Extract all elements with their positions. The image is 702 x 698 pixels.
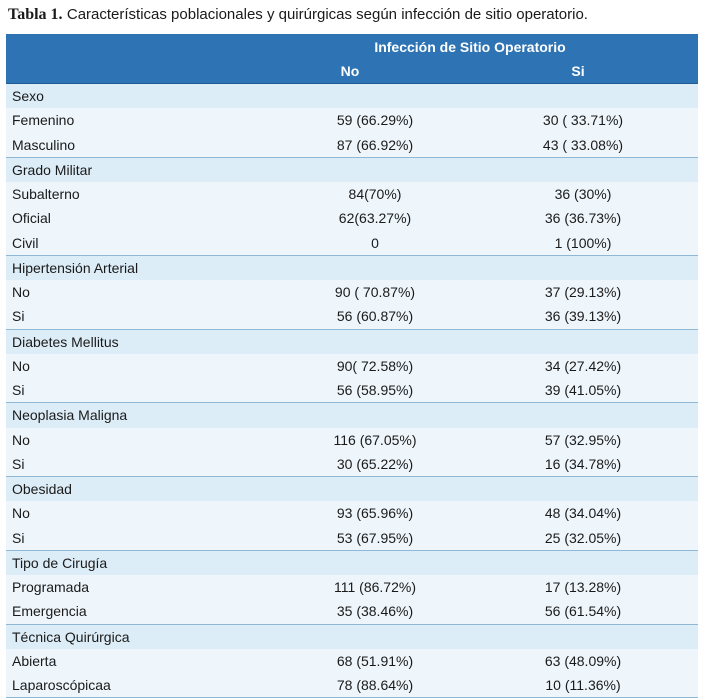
header-col-si: Si bbox=[458, 59, 699, 84]
cell-si: 36 (36.73%) bbox=[458, 206, 699, 231]
table-row: Si 56 (58.95%) 39 (41.05%) bbox=[6, 378, 699, 403]
cell-si: 36 (39.13%) bbox=[458, 304, 699, 329]
cell-no: 53 (67.95%) bbox=[242, 525, 458, 551]
cell-si: 10 (11.36%) bbox=[458, 673, 699, 698]
row-label: Si bbox=[6, 378, 242, 403]
group-title: Diabetes Mellitus bbox=[6, 328, 699, 354]
row-label: Si bbox=[6, 525, 242, 551]
cell-si: 16 (34.78%) bbox=[458, 451, 699, 477]
cell-no: 87 (66.92%) bbox=[242, 132, 458, 158]
table-row: No 90 ( 70.87%) 37 (29.13%) bbox=[6, 280, 699, 305]
group-title: Neoplasia Maligna bbox=[6, 402, 699, 428]
group-row: Obesidad bbox=[6, 476, 699, 502]
row-label: No bbox=[6, 353, 242, 378]
header-row-group: Infección de Sitio Operatorio bbox=[6, 34, 699, 59]
cell-no: 111 (86.72%) bbox=[242, 575, 458, 600]
table-row: Si 53 (67.95%) 25 (32.05%) bbox=[6, 525, 699, 551]
group-row: Tipo de Cirugía bbox=[6, 549, 699, 575]
row-label: Abierta bbox=[6, 648, 242, 673]
group-row: Técnica Quirúrgica bbox=[6, 623, 699, 649]
row-label: No bbox=[6, 501, 242, 526]
group-row: Grado Militar bbox=[6, 156, 699, 182]
table-row: Femenino 59 (66.29%) 30 ( 33.71%) bbox=[6, 108, 699, 133]
row-label: Programada bbox=[6, 575, 242, 600]
cell-si: 34 (27.42%) bbox=[458, 353, 699, 378]
cell-no: 93 (65.96%) bbox=[242, 501, 458, 526]
row-label: Masculino bbox=[6, 132, 242, 158]
cell-si: 36 (30%) bbox=[458, 182, 699, 207]
group-title: Sexo bbox=[6, 83, 699, 109]
group-title: Hipertensión Arterial bbox=[6, 254, 699, 280]
row-label: Emergencia bbox=[6, 599, 242, 624]
cell-si: 39 (41.05%) bbox=[458, 378, 699, 403]
cell-si: 56 (61.54%) bbox=[458, 599, 699, 624]
table-row: Laparoscópicaa 78 (88.64%) 10 (11.36%) bbox=[6, 673, 699, 698]
cell-no: 62(63.27%) bbox=[242, 206, 458, 231]
table-row: Abierta 68 (51.91%) 63 (48.09%) bbox=[6, 648, 699, 673]
cell-no: 56 (58.95%) bbox=[242, 378, 458, 403]
row-label: Subalterno bbox=[6, 182, 242, 207]
row-label: Si bbox=[6, 451, 242, 477]
row-label: No bbox=[6, 427, 242, 452]
cell-no: 90 ( 70.87%) bbox=[242, 280, 458, 305]
cell-si: 37 (29.13%) bbox=[458, 280, 699, 305]
table-caption: Tabla 1. Características poblacionales y… bbox=[8, 6, 588, 24]
row-label: Oficial bbox=[6, 206, 242, 231]
cell-no: 56 (60.87%) bbox=[242, 304, 458, 329]
cell-no: 35 (38.46%) bbox=[242, 599, 458, 624]
table-row: Civil 0 1 (100%) bbox=[6, 230, 699, 256]
group-row: Neoplasia Maligna bbox=[6, 402, 699, 428]
group-row: Diabetes Mellitus bbox=[6, 328, 699, 354]
table-row: Subalterno 84(70%) 36 (30%) bbox=[6, 182, 699, 207]
group-title: Grado Militar bbox=[6, 156, 699, 182]
group-row: Hipertensión Arterial bbox=[6, 254, 699, 280]
table-body: Sexo Femenino 59 (66.29%) 30 ( 33.71%) Mascu… bbox=[6, 83, 699, 698]
header-empty-cell bbox=[6, 34, 242, 59]
row-label: Si bbox=[6, 304, 242, 329]
cell-si: 48 (34.04%) bbox=[458, 501, 699, 526]
cell-no: 0 bbox=[242, 230, 458, 256]
table-row: Programada 111 (86.72%) 17 (13.28%) bbox=[6, 575, 699, 600]
row-label: Laparoscópicaa bbox=[6, 673, 242, 698]
table-row: Si 30 (65.22%) 16 (34.78%) bbox=[6, 451, 699, 477]
cell-no: 78 (88.64%) bbox=[242, 673, 458, 698]
cell-no: 90( 72.58%) bbox=[242, 353, 458, 378]
cell-no: 59 (66.29%) bbox=[242, 108, 458, 133]
cell-si: 25 (32.05%) bbox=[458, 525, 699, 551]
data-table: Infección de Sitio Operatorio No Si Sexo… bbox=[6, 34, 699, 698]
row-label: Civil bbox=[6, 230, 242, 256]
table-row: No 90( 72.58%) 34 (27.42%) bbox=[6, 353, 699, 378]
table-row: Oficial 62(63.27%) 36 (36.73%) bbox=[6, 206, 699, 231]
header-col-no: No bbox=[242, 59, 458, 84]
cell-si: 30 ( 33.71%) bbox=[458, 108, 699, 133]
group-title: Obesidad bbox=[6, 476, 699, 502]
group-title: Tipo de Cirugía bbox=[6, 549, 699, 575]
table-row: No 116 (67.05%) 57 (32.95%) bbox=[6, 427, 699, 452]
table-row: Emergencia 35 (38.46%) 56 (61.54%) bbox=[6, 599, 699, 624]
header-group-title: Infección de Sitio Operatorio bbox=[242, 34, 699, 59]
cell-no: 116 (67.05%) bbox=[242, 427, 458, 452]
cell-no: 84(70%) bbox=[242, 182, 458, 207]
row-label: No bbox=[6, 280, 242, 305]
row-label: Femenino bbox=[6, 108, 242, 133]
table-row: Masculino 87 (66.92%) 43 ( 33.08%) bbox=[6, 132, 699, 158]
table-caption-text: Características poblacionales y quirúrgi… bbox=[66, 6, 588, 23]
cell-si: 57 (32.95%) bbox=[458, 427, 699, 452]
table-row: No 93 (65.96%) 48 (34.04%) bbox=[6, 501, 699, 526]
table-row: Si 56 (60.87%) 36 (39.13%) bbox=[6, 304, 699, 329]
group-title: Técnica Quirúrgica bbox=[6, 623, 699, 649]
cell-si: 17 (13.28%) bbox=[458, 575, 699, 600]
cell-no: 30 (65.22%) bbox=[242, 451, 458, 477]
table-header: Infección de Sitio Operatorio No Si bbox=[6, 34, 699, 84]
header-empty-cell bbox=[6, 59, 242, 84]
table-caption-label: Tabla 1. bbox=[8, 6, 63, 23]
cell-no: 68 (51.91%) bbox=[242, 648, 458, 673]
cell-si: 43 ( 33.08%) bbox=[458, 132, 699, 158]
cell-si: 63 (48.09%) bbox=[458, 648, 699, 673]
group-row: Sexo bbox=[6, 83, 699, 109]
cell-si: 1 (100%) bbox=[458, 230, 699, 256]
header-row-columns: No Si bbox=[6, 59, 699, 84]
